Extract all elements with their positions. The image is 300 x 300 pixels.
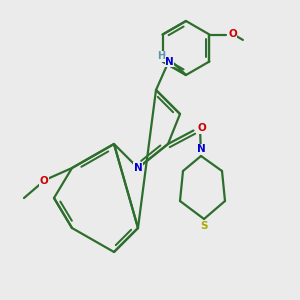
Text: O: O — [39, 176, 48, 187]
Text: N: N — [134, 163, 142, 173]
Text: O: O — [228, 29, 237, 39]
Text: N: N — [165, 57, 174, 67]
Text: O: O — [197, 123, 206, 133]
Text: S: S — [200, 220, 208, 231]
Text: H: H — [157, 51, 166, 62]
Text: N: N — [196, 144, 206, 154]
